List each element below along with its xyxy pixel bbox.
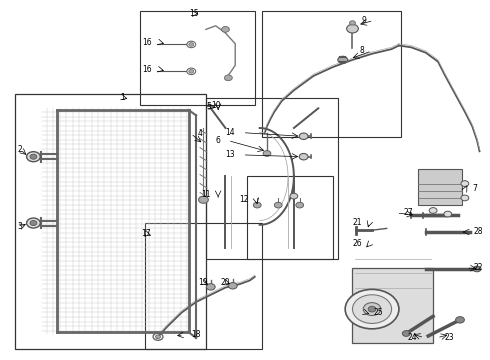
Text: 25: 25 (373, 308, 383, 317)
Text: 8: 8 (360, 46, 365, 55)
Bar (352, 268, 433, 343)
Text: 13: 13 (225, 150, 235, 159)
Circle shape (189, 42, 194, 46)
Text: 3: 3 (18, 222, 23, 231)
Circle shape (224, 75, 232, 81)
Bar (140, 12, 255, 105)
Circle shape (352, 295, 392, 323)
Text: 15: 15 (189, 9, 198, 18)
Circle shape (368, 306, 376, 312)
Text: 9: 9 (361, 16, 366, 25)
Text: 16: 16 (143, 65, 152, 74)
Bar (145, 223, 262, 348)
Text: 17: 17 (142, 229, 151, 238)
Text: 6: 6 (216, 136, 220, 145)
Text: 16: 16 (143, 38, 152, 47)
Text: 12: 12 (240, 195, 249, 204)
Bar (206, 98, 338, 259)
Circle shape (456, 317, 465, 323)
Circle shape (228, 283, 237, 289)
Text: 22: 22 (474, 264, 483, 273)
Text: 23: 23 (444, 333, 454, 342)
Text: 2: 2 (18, 145, 23, 154)
Circle shape (253, 202, 261, 208)
Bar (15, 94, 206, 348)
Circle shape (349, 21, 355, 25)
Circle shape (189, 69, 194, 73)
Circle shape (461, 195, 469, 201)
Text: 4: 4 (198, 129, 203, 138)
Text: 21: 21 (353, 218, 362, 227)
Text: 7: 7 (473, 184, 478, 193)
Text: 10: 10 (211, 101, 220, 110)
Circle shape (198, 196, 208, 203)
Circle shape (473, 266, 481, 272)
Circle shape (290, 193, 298, 199)
Circle shape (363, 303, 381, 316)
Bar (262, 12, 401, 137)
Circle shape (263, 150, 271, 156)
Circle shape (402, 330, 410, 336)
Text: 19: 19 (198, 278, 208, 287)
Circle shape (444, 211, 452, 217)
Circle shape (30, 154, 37, 159)
Text: 1: 1 (121, 93, 125, 102)
Text: 5: 5 (206, 102, 211, 111)
Text: 26: 26 (353, 239, 362, 248)
Text: 11: 11 (201, 190, 211, 199)
Circle shape (26, 152, 40, 162)
Text: 20: 20 (220, 278, 230, 287)
Text: 28: 28 (474, 228, 483, 237)
Circle shape (299, 153, 308, 160)
Text: 14: 14 (225, 128, 235, 137)
Circle shape (156, 335, 160, 338)
Bar (418, 169, 463, 205)
Circle shape (221, 27, 229, 32)
Circle shape (338, 56, 347, 63)
Bar (247, 176, 333, 259)
Circle shape (296, 202, 304, 208)
Circle shape (274, 202, 282, 208)
Circle shape (461, 181, 469, 186)
Circle shape (30, 221, 37, 226)
Circle shape (299, 133, 308, 139)
Circle shape (26, 218, 40, 228)
Circle shape (346, 24, 358, 33)
Circle shape (345, 289, 399, 329)
Circle shape (206, 284, 215, 290)
Circle shape (429, 208, 437, 213)
Text: 27: 27 (404, 208, 414, 217)
Text: 18: 18 (191, 330, 201, 339)
Text: 24: 24 (407, 333, 417, 342)
